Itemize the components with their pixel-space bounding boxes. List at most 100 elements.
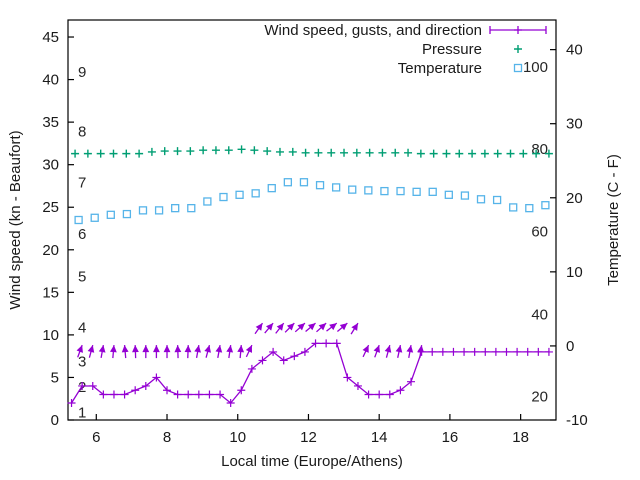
wind-speed-marker — [375, 390, 384, 399]
fahrenheit-label: 60 — [531, 223, 548, 240]
pressure-marker — [147, 147, 156, 156]
pressure-marker — [263, 147, 272, 156]
temperature-marker — [138, 206, 148, 215]
y-tick-label: 0 — [51, 412, 59, 429]
pressure-marker — [122, 149, 131, 158]
temperature-marker — [525, 203, 534, 213]
temperature-marker — [460, 191, 470, 200]
wind-direction-arrow — [406, 344, 414, 359]
y-tick-label: 35 — [42, 114, 59, 131]
wind-speed-marker — [353, 381, 362, 390]
wind-speed-marker — [491, 347, 500, 356]
wind-direction-arrow — [121, 345, 129, 359]
fahrenheit-label: 20 — [531, 389, 548, 406]
beaufort-label: 6 — [78, 226, 86, 243]
pressure-marker — [442, 149, 451, 158]
wind-speed-marker — [534, 347, 543, 356]
temperature-marker — [235, 190, 244, 199]
wind-speed-line — [70, 342, 549, 404]
beaufort-label: 8 — [78, 124, 86, 141]
wind-direction-arrow — [76, 344, 83, 358]
pressure-marker — [340, 148, 349, 157]
beaufort-label: 1 — [78, 404, 86, 421]
temperature-marker — [251, 189, 260, 198]
y-tick-label: 40 — [42, 72, 59, 89]
wind-speed-marker — [322, 339, 331, 348]
wind-direction-arrow — [109, 345, 117, 359]
wind-speed-marker — [163, 386, 172, 395]
pressure-marker — [532, 149, 541, 158]
wind-direction-arrow — [153, 345, 160, 359]
wind-direction-arrow — [174, 345, 182, 359]
wind-speed-marker — [311, 339, 320, 348]
wind-speed-marker — [99, 390, 108, 399]
pressure-marker — [468, 149, 477, 158]
y-tick-label: 5 — [51, 369, 59, 386]
wind-speed-marker — [184, 390, 193, 399]
temperature-marker — [412, 187, 421, 197]
x-tick-label: 6 — [92, 429, 100, 446]
wind-direction-arrow — [417, 345, 425, 359]
pressure-marker — [493, 149, 502, 158]
y-tick-label: 15 — [42, 284, 59, 301]
temperature-marker — [396, 186, 405, 196]
pressure-marker — [519, 149, 528, 158]
temperature-marker — [444, 190, 453, 199]
pressure-marker — [211, 146, 220, 155]
x-tick-label: 8 — [163, 429, 171, 446]
wind-direction-arrow — [275, 322, 285, 334]
wind-speed-marker — [131, 386, 140, 395]
wind-speed-marker — [523, 347, 532, 356]
beaufort-label: 9 — [78, 64, 86, 81]
y2-axis-title: Temperature (C - F) — [605, 154, 622, 286]
wind-speed-marker — [141, 381, 150, 390]
fahrenheit-label: 100 — [523, 59, 548, 76]
y2-tick-label: 30 — [566, 116, 583, 133]
wind-direction-arrow — [245, 344, 253, 358]
plot-frame — [67, 19, 557, 421]
y-tick-label: 20 — [42, 242, 59, 259]
wind-direction-arrow — [254, 322, 264, 335]
x-axis-title: Local time (Europe/Athens) — [221, 453, 403, 470]
temperature-marker — [541, 201, 550, 210]
wind-speed-marker — [269, 347, 278, 356]
y2-tick-label: 0 — [566, 338, 574, 355]
wind-speed-marker — [152, 373, 161, 382]
wind-direction-arrow — [87, 344, 95, 358]
y2-tick-label: 10 — [566, 264, 583, 281]
wind-direction-arrow — [384, 344, 392, 358]
y-axis-title: Wind speed (kn - Beaufort) — [7, 130, 24, 309]
pressure-marker — [237, 145, 246, 154]
wind-speed-marker — [449, 347, 458, 356]
beaufort-label: 7 — [78, 175, 86, 192]
legend-label-0: Wind speed, gusts, and direction — [264, 22, 482, 39]
temperature-marker — [492, 195, 502, 205]
pressure-marker — [250, 146, 259, 155]
wind-speed-marker — [513, 347, 522, 356]
wind-speed-marker — [290, 352, 299, 361]
y-tick-label: 25 — [42, 199, 59, 216]
wind-speed-marker — [407, 377, 416, 386]
temperature-marker — [331, 183, 341, 192]
wind-direction-arrow — [362, 344, 370, 358]
pressure-marker — [83, 149, 92, 158]
legend-label-1: Pressure — [422, 41, 482, 58]
pressure-marker — [275, 147, 284, 156]
pressure-marker — [544, 149, 553, 158]
wind-direction-arrow — [98, 344, 106, 359]
wind-speed-marker — [364, 390, 373, 399]
wind-speed-marker — [109, 390, 118, 399]
wind-speed-marker — [502, 347, 511, 356]
wind-direction-arrow — [350, 322, 359, 335]
pressure-marker — [71, 149, 80, 158]
wind-direction-arrow — [132, 345, 139, 359]
pressure-marker — [352, 148, 361, 157]
wind-speed-marker — [237, 386, 246, 395]
wind-speed-marker — [258, 356, 267, 365]
wind-direction-arrow — [326, 322, 338, 332]
temperature-marker — [267, 183, 276, 193]
x-tick-label: 18 — [512, 429, 529, 446]
pressure-marker — [160, 147, 169, 156]
temperature-marker — [203, 197, 212, 206]
